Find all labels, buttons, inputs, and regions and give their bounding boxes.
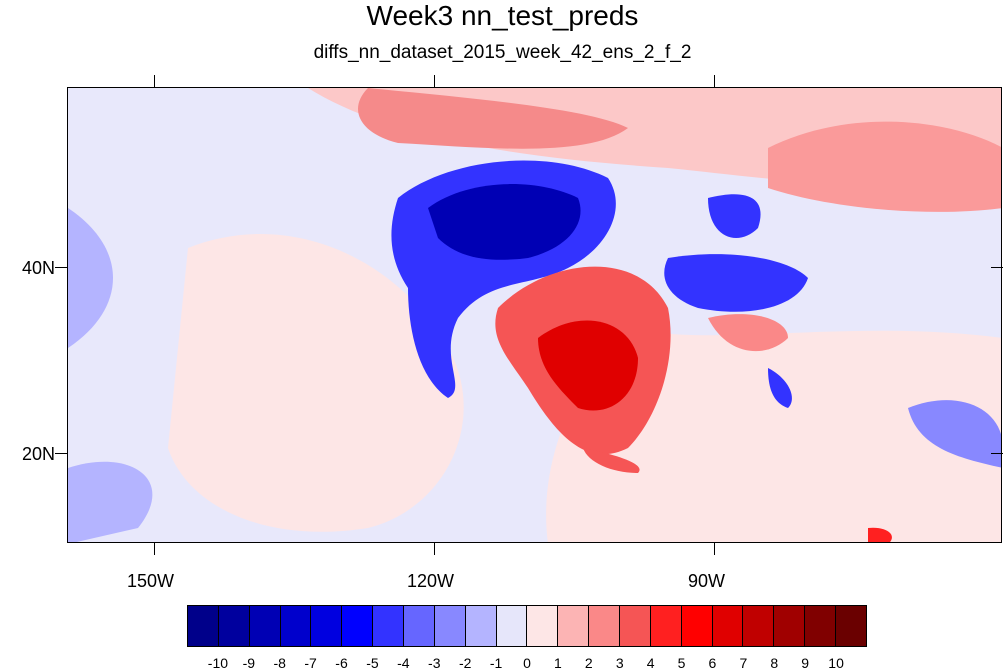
colorbar-label: -5: [366, 655, 379, 671]
lat-label-20n: 20N: [22, 444, 56, 464]
tick-150w-bottom: [154, 543, 155, 555]
colorbar-label: -6: [335, 655, 348, 671]
colorbar-swatch: [836, 606, 866, 646]
colorbar-label: -10: [207, 655, 229, 671]
colorbar-label: -2: [458, 655, 472, 671]
colorbar: [187, 605, 867, 647]
colorbar-label: 4: [646, 655, 655, 671]
colorbar-label: 6: [708, 655, 717, 671]
colorbar-swatch: [465, 606, 497, 646]
lat-label-40n: 40N: [22, 258, 56, 278]
lon-label-90w: 90W: [688, 571, 726, 591]
colorbar-swatch: [311, 606, 343, 646]
colorbar-label: 9: [801, 655, 810, 671]
colorbar-swatch: [404, 606, 435, 646]
colorbar-swatch: [280, 606, 312, 646]
map-plot-area: [67, 87, 1002, 543]
colorbar-label: -8: [273, 655, 286, 671]
colorbar-swatch: [805, 606, 837, 646]
colorbar-label: 1: [554, 655, 562, 671]
colorbar-label: -3: [428, 655, 441, 671]
tick-90w-bottom: [714, 543, 715, 555]
tick-120w-bottom: [434, 543, 435, 555]
tick-40n-right: [991, 267, 1003, 268]
tick-40n-left: [55, 267, 67, 268]
colorbar-swatch: [188, 606, 219, 646]
colorbar-label: 5: [677, 655, 686, 671]
lon-label-150w: 150W: [127, 571, 175, 591]
colorbar-label: 7: [739, 655, 748, 671]
contour-field: [68, 88, 1001, 542]
colorbar-label: -4: [397, 655, 410, 671]
colorbar-swatch: [434, 606, 466, 646]
tick-20n-left: [55, 453, 67, 454]
colorbar-swatch: [558, 606, 590, 646]
colorbar-label: 10: [828, 655, 844, 671]
colorbar-label: 3: [615, 655, 624, 671]
colorbar-swatch: [712, 606, 744, 646]
map-subtitle: diffs_nn_dataset_2015_week_42_ens_2_f_2: [313, 42, 692, 63]
tick-90w-top: [714, 75, 715, 87]
colorbar-swatch: [218, 606, 250, 646]
lon-label-120w: 120W: [407, 571, 455, 591]
colorbar-swatch: [650, 606, 682, 646]
colorbar-label: -7: [304, 655, 317, 671]
colorbar-swatch: [496, 606, 528, 646]
tick-150w-top: [154, 75, 155, 87]
colorbar-label: -9: [242, 655, 256, 671]
colorbar-swatch: [342, 606, 374, 646]
colorbar-swatch: [249, 606, 281, 646]
colorbar-swatch: [743, 606, 775, 646]
tick-120w-top: [434, 75, 435, 87]
tick-20n-right: [991, 453, 1003, 454]
colorbar-label: 2: [584, 655, 593, 671]
colorbar-swatch: [589, 606, 621, 646]
colorbar-swatch: [774, 606, 806, 646]
colorbar-swatch: [373, 606, 405, 646]
colorbar-swatch: [527, 606, 559, 646]
colorbar-swatch: [620, 606, 651, 646]
colorbar-label: 0: [523, 655, 531, 671]
map-title: Week3 nn_test_preds: [366, 0, 639, 31]
colorbar-swatch: [681, 606, 713, 646]
colorbar-label: -1: [489, 655, 503, 671]
colorbar-label: 8: [770, 655, 779, 671]
